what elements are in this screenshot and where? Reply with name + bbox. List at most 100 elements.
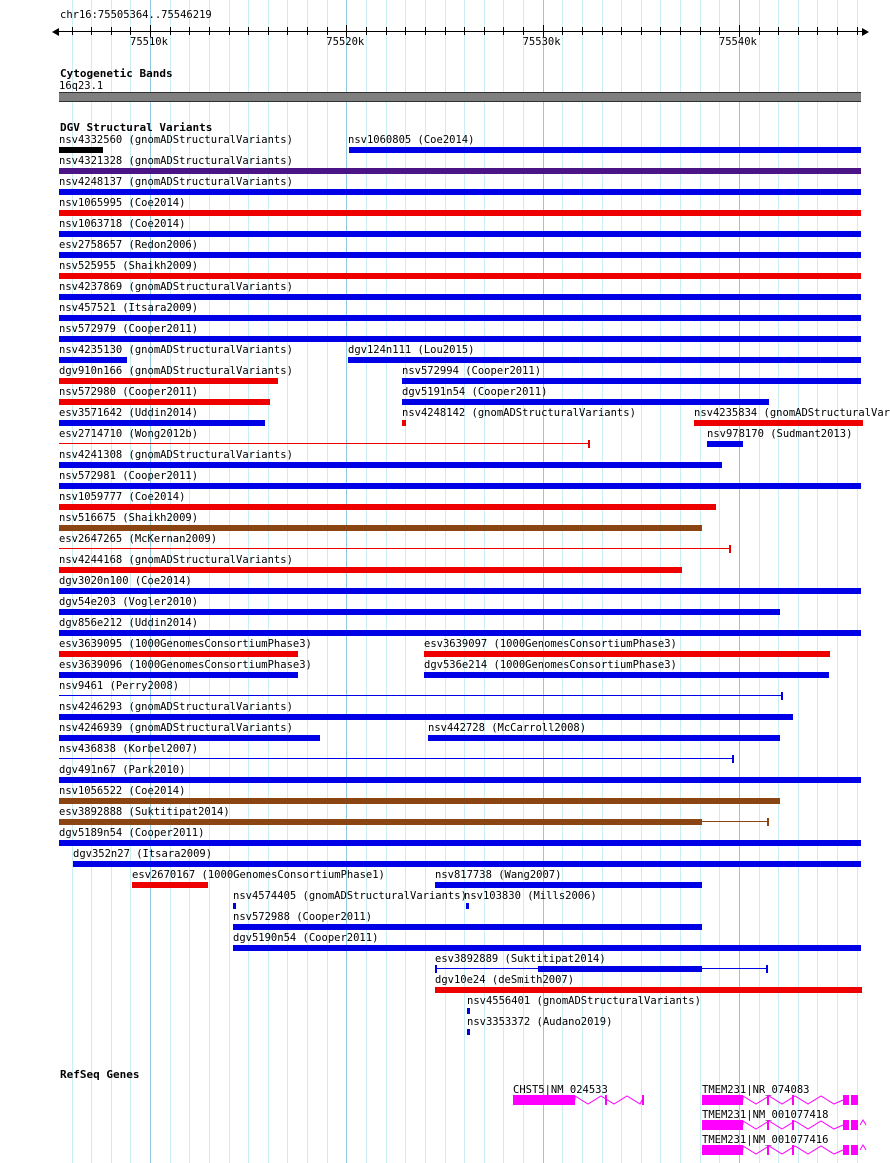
variant-label[interactable]: nsv442728 (McCarroll2008) [428,722,587,734]
variant-label[interactable]: nsv572994 (Cooper2011) [402,365,542,377]
variant-label[interactable]: nsv4246939 (gnomADStructuralVariants) [59,722,293,734]
variant-label[interactable]: nsv4244168 (gnomADStructuralVariants) [59,554,293,566]
variant-bar[interactable] [59,798,780,804]
variant-label[interactable]: nsv4248137 (gnomADStructuralVariants) [59,176,293,188]
variant-bar[interactable] [59,357,127,363]
variant-label[interactable]: nsv572981 (Cooper2011) [59,470,199,482]
variant-label[interactable]: esv3571642 (Uddin2014) [59,407,199,419]
gene-exon-box[interactable] [513,1095,575,1105]
variant-bar[interactable] [59,525,702,531]
variant-label[interactable]: nsv1065995 (Coe2014) [59,197,186,209]
variant-label[interactable]: nsv103830 (Mills2006) [464,890,597,902]
variant-label[interactable]: nsv572979 (Cooper2011) [59,323,199,335]
variant-label[interactable]: nsv4332560 (gnomADStructuralVariants) [59,134,293,146]
variant-bar[interactable] [233,924,702,930]
variant-label[interactable]: nsv978170 (Sudmant2013) [707,428,853,440]
gene-exon-box[interactable] [851,1120,858,1130]
variant-label[interactable]: nsv525955 (Shaikh2009) [59,260,199,272]
variant-bar[interactable] [435,882,702,888]
variant-bar[interactable] [467,1029,470,1035]
variant-label[interactable]: nsv436838 (Korbel2007) [59,743,199,755]
variant-label[interactable]: nsv1056522 (Coe2014) [59,785,186,797]
gene-exon-box[interactable] [702,1095,743,1105]
gene-exon-box[interactable] [843,1120,849,1130]
variant-bar[interactable] [435,987,862,993]
variant-label[interactable]: nsv1059777 (Coe2014) [59,491,186,503]
variant-label[interactable]: esv3639096 (1000GenomesConsortiumPhase3) [59,659,312,671]
variant-label[interactable]: dgv856e212 (Uddin2014) [59,617,199,629]
variant-bar[interactable] [59,630,861,636]
cytoband-bar[interactable] [59,92,861,102]
variant-label[interactable]: esv2647265 (McKernan2009) [59,533,218,545]
variant-label[interactable]: nsv1060805 (Coe2014) [348,134,475,146]
gene-label[interactable]: TMEM231|NM_001077416 [702,1134,829,1146]
variant-bar[interactable] [59,315,861,321]
variant-bar[interactable] [707,441,743,447]
variant-bar[interactable] [538,966,702,972]
variant-bar[interactable] [59,462,722,468]
variant-label[interactable]: dgv54e203 (Vogler2010) [59,596,199,608]
variant-bar[interactable] [59,210,861,216]
variant-bar[interactable] [59,273,861,279]
variant-label[interactable]: nsv4241308 (gnomADStructuralVariants) [59,449,293,461]
variant-label[interactable]: esv2714710 (Wong2012b) [59,428,199,440]
variant-bar[interactable] [59,420,265,426]
variant-label[interactable]: nsv4574405 (gnomADStructuralVariants) [233,890,467,902]
variant-label[interactable]: nsv9461 (Perry2008) [59,680,180,692]
variant-label[interactable]: dgv5190n54 (Cooper2011) [233,932,379,944]
variant-label[interactable]: esv3639097 (1000GenomesConsortiumPhase3) [424,638,677,650]
variant-label[interactable]: dgv5189n54 (Cooper2011) [59,827,205,839]
variant-label[interactable]: nsv4321328 (gnomADStructuralVariants) [59,155,293,167]
gene-label[interactable]: TMEM231|NM_001077418 [702,1109,829,1121]
gene-label[interactable]: TMEM231|NR_074083 [702,1084,810,1096]
variant-label[interactable]: nsv572988 (Cooper2011) [233,911,373,923]
variant-bar[interactable] [59,168,861,174]
gene-exon-box[interactable] [843,1145,849,1155]
variant-label[interactable]: esv3639095 (1000GenomesConsortiumPhase3) [59,638,312,650]
variant-bar[interactable] [59,651,298,657]
variant-bar[interactable] [59,714,793,720]
variant-label[interactable]: nsv516675 (Shaikh2009) [59,512,199,524]
variant-bar[interactable] [402,399,769,405]
variant-bar[interactable] [59,483,861,489]
variant-bar[interactable] [424,651,830,657]
variant-bar[interactable] [59,231,861,237]
variant-label[interactable]: nsv4248142 (gnomADStructuralVariants) [402,407,636,419]
variant-label[interactable]: nsv817738 (Wang2007) [435,869,562,881]
variant-bar[interactable] [59,294,861,300]
variant-label[interactable]: esv3892888 (Suktitipat2014) [59,806,230,818]
gene-exon-box[interactable] [702,1120,743,1130]
variant-bar[interactable] [233,903,236,909]
variant-label[interactable]: nsv1063718 (Coe2014) [59,218,186,230]
variant-label[interactable]: dgv3020n100 (Coe2014) [59,575,192,587]
variant-label[interactable]: nsv457521 (Itsara2009) [59,302,199,314]
variant-label[interactable]: dgv124n111 (Lou2015) [348,344,475,356]
variant-bar[interactable] [349,147,861,153]
gene-exon-box[interactable] [843,1095,849,1105]
variant-bar[interactable] [424,672,829,678]
variant-bar[interactable] [59,189,861,195]
variant-bar[interactable] [59,840,861,846]
variant-bar[interactable] [694,420,863,426]
variant-label[interactable]: nsv4235130 (gnomADStructuralVariants) [59,344,293,356]
variant-label[interactable]: nsv4246293 (gnomADStructuralVariants) [59,701,293,713]
variant-label[interactable]: esv3892889 (Suktitipat2014) [435,953,606,965]
gene-exon-box[interactable] [702,1145,743,1155]
variant-bar[interactable] [59,588,861,594]
variant-label[interactable]: esv2670167 (1000GenomesConsortiumPhase1) [132,869,385,881]
variant-bar[interactable] [402,420,406,426]
variant-label[interactable]: dgv5191n54 (Cooper2011) [402,386,548,398]
variant-bar[interactable] [59,777,861,783]
variant-bar[interactable] [402,378,861,384]
variant-bar[interactable] [59,336,861,342]
variant-bar[interactable] [73,861,861,867]
gene-exon-box[interactable] [851,1095,858,1105]
variant-bar[interactable] [59,735,320,741]
variant-label[interactable]: dgv536e214 (1000GenomesConsortiumPhase3) [424,659,677,671]
variant-label[interactable]: dgv10e24 (deSmith2007) [435,974,575,986]
variant-bar[interactable] [466,903,469,909]
variant-label[interactable]: nsv4235834 (gnomADStructuralVaria [694,407,890,419]
variant-label[interactable]: nsv3353372 (Audano2019) [467,1016,613,1028]
variant-bar[interactable] [59,609,780,615]
variant-label[interactable]: esv2758657 (Redon2006) [59,239,199,251]
